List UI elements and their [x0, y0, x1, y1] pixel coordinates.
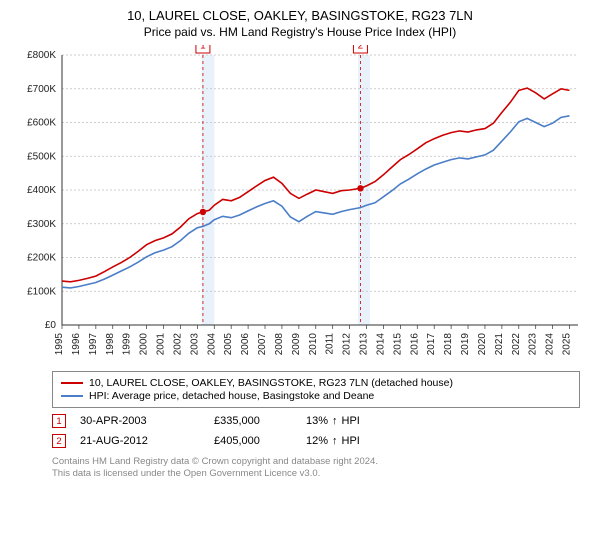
svg-text:2010: 2010: [308, 333, 319, 356]
sale-delta-pct: 13%: [306, 415, 328, 427]
legend-label: HPI: Average price, detached house, Basi…: [89, 390, 374, 402]
svg-text:2003: 2003: [189, 333, 200, 356]
svg-text:2017: 2017: [426, 333, 437, 356]
sale-row: 1 30-APR-2003 £335,000 13% ↑ HPI: [52, 414, 588, 428]
svg-text:2022: 2022: [511, 333, 522, 356]
svg-text:£600K: £600K: [27, 118, 56, 129]
svg-text:£100K: £100K: [27, 286, 56, 297]
svg-text:2025: 2025: [562, 333, 573, 356]
svg-text:1995: 1995: [54, 333, 65, 356]
title-block: 10, LAUREL CLOSE, OAKLEY, BASINGSTOKE, R…: [12, 8, 588, 39]
svg-text:1997: 1997: [88, 333, 99, 356]
svg-text:2016: 2016: [409, 333, 420, 356]
sale-delta: 12% ↑ HPI: [306, 435, 360, 447]
sale-delta-label: HPI: [342, 435, 360, 447]
svg-text:2009: 2009: [291, 333, 302, 356]
svg-text:1: 1: [200, 45, 206, 52]
legend-swatch: [61, 395, 83, 397]
sale-price: £405,000: [214, 435, 292, 447]
svg-text:2007: 2007: [257, 333, 268, 356]
svg-text:2015: 2015: [392, 333, 403, 356]
svg-text:£800K: £800K: [27, 50, 56, 61]
sale-row: 2 21-AUG-2012 £405,000 12% ↑ HPI: [52, 434, 588, 448]
svg-text:2019: 2019: [460, 333, 471, 356]
svg-text:2006: 2006: [240, 333, 251, 356]
svg-text:2020: 2020: [477, 333, 488, 356]
chart-container: 10, LAUREL CLOSE, OAKLEY, BASINGSTOKE, R…: [0, 0, 600, 560]
sale-badge: 1: [52, 414, 66, 428]
svg-text:2023: 2023: [528, 333, 539, 356]
svg-text:£300K: £300K: [27, 219, 56, 230]
svg-text:2002: 2002: [172, 333, 183, 356]
svg-text:£400K: £400K: [27, 185, 56, 196]
sale-delta: 13% ↑ HPI: [306, 415, 360, 427]
svg-text:2024: 2024: [545, 333, 556, 356]
svg-text:2018: 2018: [443, 333, 454, 356]
arrow-up-icon: ↑: [332, 415, 338, 427]
sale-delta-label: HPI: [342, 415, 360, 427]
sale-date: 21-AUG-2012: [80, 435, 200, 447]
legend-item: HPI: Average price, detached house, Basi…: [61, 390, 571, 402]
svg-text:2011: 2011: [325, 333, 336, 355]
chart-area: £0 £100K £200K £300K £400K £500K £600K £700K £80…: [12, 45, 588, 365]
arrow-up-icon: ↑: [332, 435, 338, 447]
svg-text:£200K: £200K: [27, 253, 56, 264]
svg-text:1996: 1996: [71, 333, 82, 356]
copyright-line: This data is licensed under the Open Gov…: [52, 468, 580, 480]
svg-text:2008: 2008: [274, 333, 285, 356]
copyright-line: Contains HM Land Registry data © Crown c…: [52, 456, 580, 468]
sale-delta-pct: 12%: [306, 435, 328, 447]
svg-text:2014: 2014: [375, 333, 386, 356]
svg-text:1998: 1998: [105, 333, 116, 356]
chart-subtitle: Price paid vs. HM Land Registry's House …: [12, 25, 588, 39]
chart-title: 10, LAUREL CLOSE, OAKLEY, BASINGSTOKE, R…: [12, 8, 588, 23]
svg-text:2001: 2001: [156, 333, 167, 356]
sale-badge: 2: [52, 434, 66, 448]
chart-svg: £0 £100K £200K £300K £400K £500K £600K £700K £80…: [12, 45, 588, 365]
svg-text:2005: 2005: [223, 333, 234, 356]
svg-text:2: 2: [358, 45, 364, 52]
svg-text:£700K: £700K: [27, 84, 56, 95]
svg-text:1999: 1999: [122, 333, 133, 356]
svg-text:2012: 2012: [342, 333, 353, 356]
svg-text:2021: 2021: [494, 333, 505, 356]
legend-item: 10, LAUREL CLOSE, OAKLEY, BASINGSTOKE, R…: [61, 377, 571, 389]
legend: 10, LAUREL CLOSE, OAKLEY, BASINGSTOKE, R…: [52, 371, 580, 408]
legend-label: 10, LAUREL CLOSE, OAKLEY, BASINGSTOKE, R…: [89, 377, 453, 389]
legend-swatch: [61, 382, 83, 384]
svg-text:2004: 2004: [206, 333, 217, 356]
sale-date: 30-APR-2003: [80, 415, 200, 427]
svg-text:£500K: £500K: [27, 151, 56, 162]
svg-text:£0: £0: [45, 320, 57, 331]
copyright: Contains HM Land Registry data © Crown c…: [52, 456, 580, 480]
svg-text:2000: 2000: [139, 333, 150, 356]
svg-text:2013: 2013: [359, 333, 370, 356]
sale-price: £335,000: [214, 415, 292, 427]
